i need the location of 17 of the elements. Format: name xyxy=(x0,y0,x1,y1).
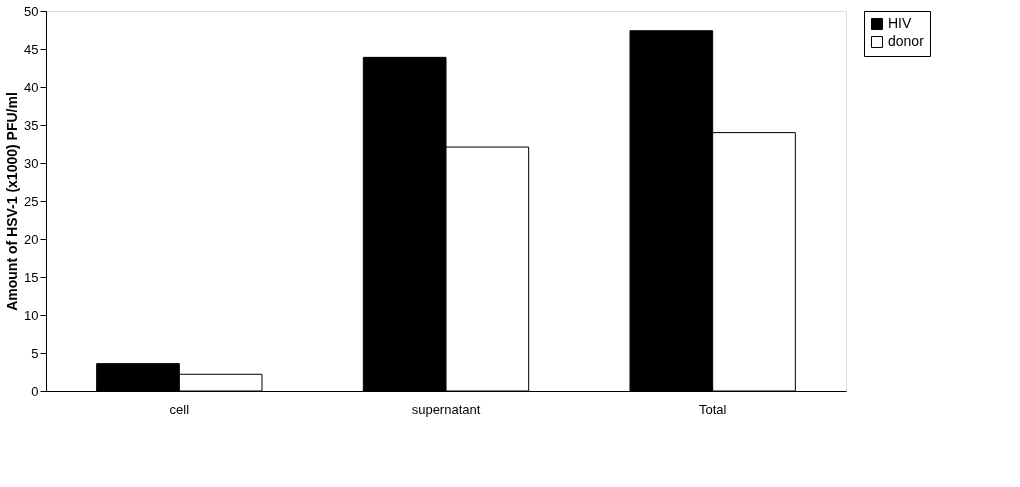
x-tick-label: Total xyxy=(698,401,727,417)
x-tick-label: cell xyxy=(169,401,190,417)
legend-label: donor xyxy=(888,33,925,49)
x-tick-label: supernatant xyxy=(411,401,481,417)
y-tick-label: 40 xyxy=(24,79,39,95)
y-tick-label: 30 xyxy=(24,155,39,171)
y-tick-label: 15 xyxy=(24,269,39,285)
y-tick-label: 5 xyxy=(31,345,39,361)
y-axis-title: Amount of HSV-1 (x1000) PFU/ml xyxy=(4,92,21,311)
y-tick-label: 0 xyxy=(31,383,39,399)
y-tick-label: 45 xyxy=(24,41,39,57)
y-tick-label: 20 xyxy=(24,231,39,247)
y-tick-label: 35 xyxy=(24,117,39,133)
y-tick-label: 10 xyxy=(24,307,39,323)
y-tick-label: 25 xyxy=(24,193,39,209)
legend-label: HIV xyxy=(888,15,912,31)
y-tick-label: 50 xyxy=(24,3,39,19)
